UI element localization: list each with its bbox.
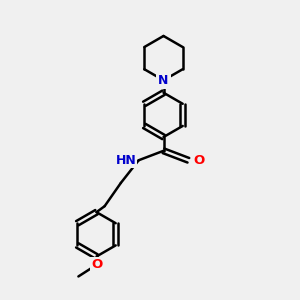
- Text: O: O: [91, 258, 102, 271]
- Text: O: O: [193, 154, 204, 167]
- Text: HN: HN: [116, 154, 136, 167]
- Text: N: N: [158, 74, 169, 87]
